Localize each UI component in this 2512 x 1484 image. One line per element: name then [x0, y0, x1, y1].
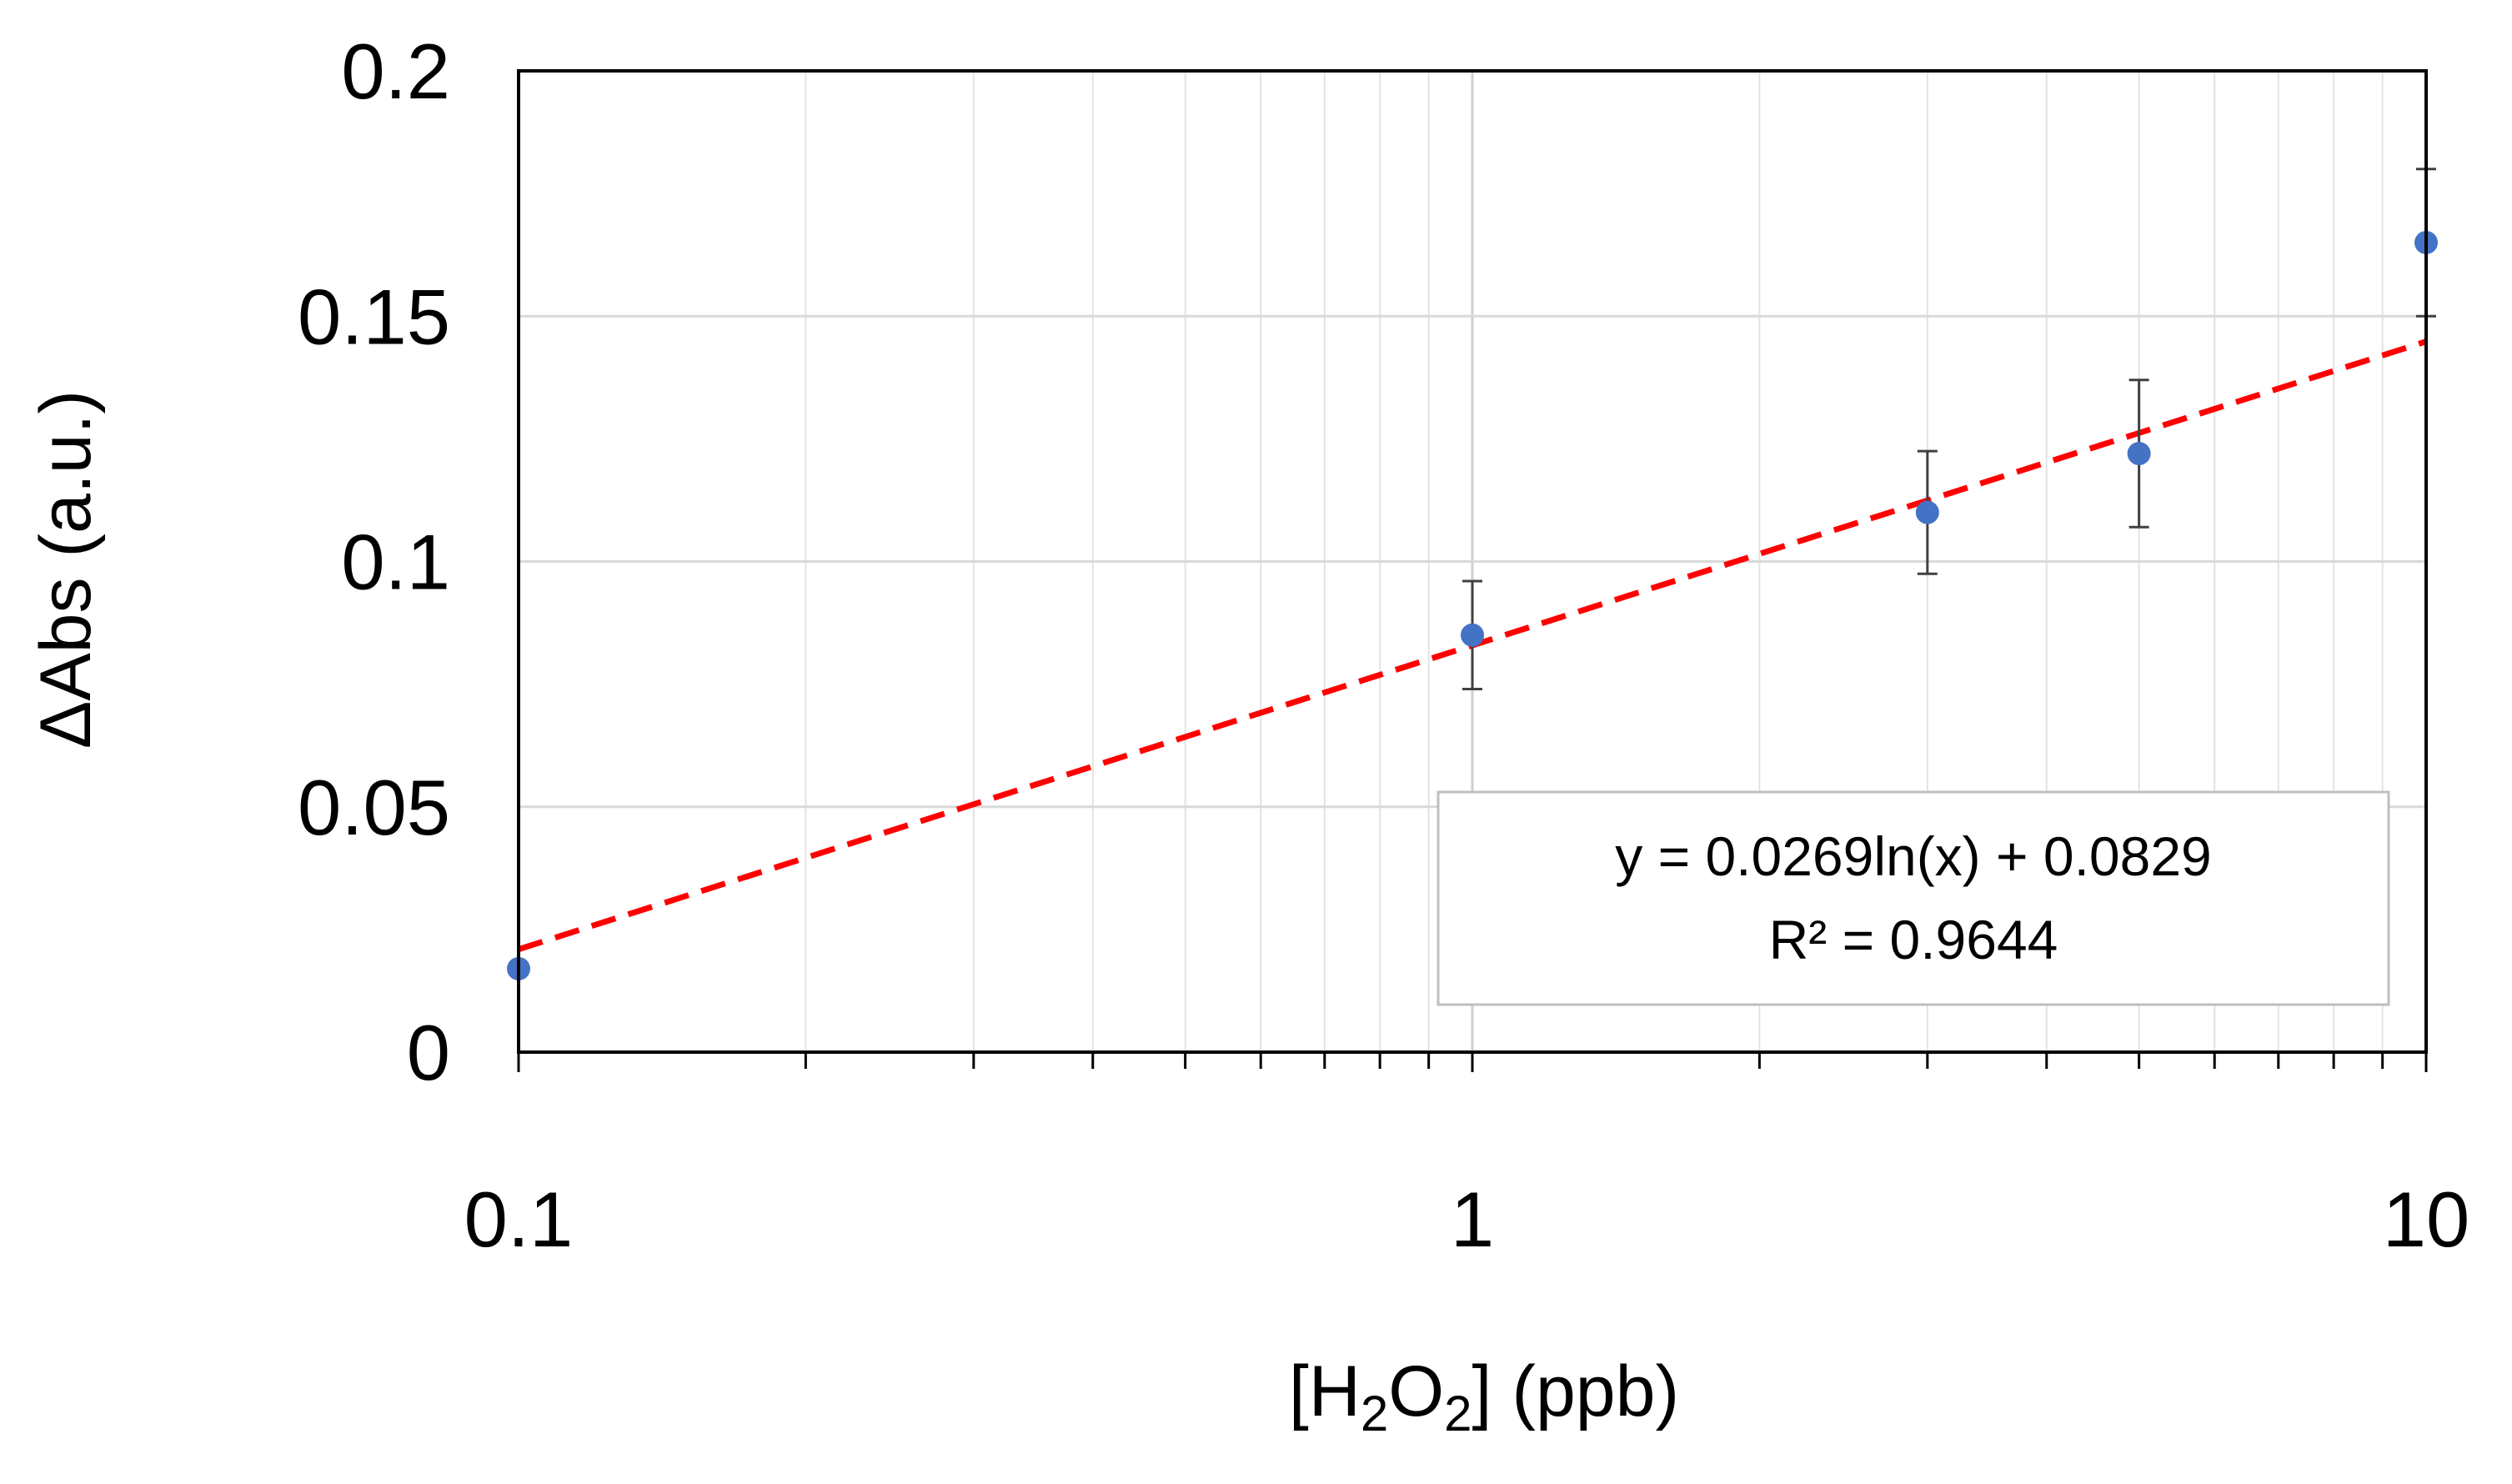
equation-box-frame [1437, 790, 2390, 1006]
y-axis-tick-label: 0.1 [341, 519, 450, 606]
x-axis-title-prefix: [H [1289, 1351, 1361, 1431]
x-axis-tick-label: 0.1 [464, 1176, 574, 1263]
trendline-equation: y = 0.0269ln(x) + 0.0829 [1615, 825, 2212, 887]
y-axis-tick-label: 0 [407, 1009, 450, 1096]
data-point [2127, 442, 2151, 466]
y-axis-tick-labels: 0 0.05 0.1 0.15 0.2 [298, 28, 450, 1096]
y-axis-tick-label: 0.2 [341, 28, 450, 115]
x-axis-title-subscript-1: 2 [1361, 1386, 1388, 1441]
y-axis-tick-label: 0.15 [298, 273, 450, 360]
x-axis-title-mid: O [1388, 1351, 1444, 1431]
x-axis-tick-labels: 0.1 1 10 [464, 1176, 2470, 1263]
x-axis-tick-label: 10 [2383, 1176, 2470, 1263]
data-point [1461, 623, 1484, 647]
trendline-equation-box: y = 0.0269ln(x) + 0.0829 R² = 0.9644 [1437, 790, 2390, 1006]
data-point [1915, 500, 1939, 524]
x-axis-ticks [517, 1052, 2428, 1072]
x-axis-title: [H2O2] (ppb) [1289, 1351, 1679, 1441]
trendline-r-squared: R² = 0.9644 [1769, 909, 2058, 970]
x-axis-title-subscript-2: 2 [1444, 1386, 1472, 1441]
y-axis-title: ΔAbs (a.u.) [26, 390, 106, 749]
x-axis-title-suffix: ] (ppb) [1472, 1351, 1680, 1431]
y-axis-tick-label: 0.05 [298, 764, 450, 851]
x-axis-tick-label: 1 [1451, 1176, 1494, 1263]
